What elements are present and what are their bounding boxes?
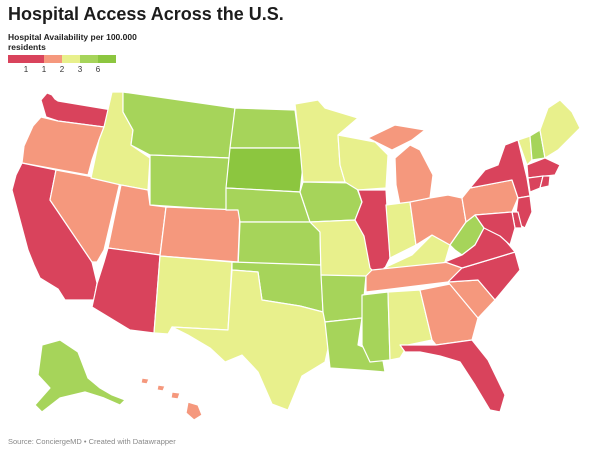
legend-swatch (26, 55, 44, 63)
state-ia[interactable] (299, 181, 363, 223)
state-nm[interactable] (153, 255, 233, 335)
state-hi-big[interactable] (185, 401, 203, 421)
legend-swatch (44, 55, 62, 63)
legend-ticks: 1 1 2 3 6 (8, 63, 118, 75)
legend-tick: 6 (95, 65, 101, 74)
state-hi-kauai[interactable] (140, 377, 150, 385)
state-hi-maui[interactable] (170, 391, 181, 400)
legend-swatch (8, 55, 26, 63)
state-co[interactable] (159, 206, 241, 263)
state-or[interactable] (21, 116, 105, 176)
state-tx[interactable] (171, 269, 331, 411)
state-mi[interactable] (394, 144, 434, 206)
legend-tick: 1 (23, 65, 29, 74)
state-wi[interactable] (337, 134, 389, 191)
legend-tick: 2 (59, 65, 65, 74)
legend-color-bar (8, 55, 138, 63)
legend-title: Hospital Availability per 100.000 reside… (8, 32, 137, 52)
state-ms[interactable] (361, 291, 391, 363)
state-ma[interactable] (526, 157, 561, 179)
legend-tick: 1 (41, 65, 47, 74)
state-hi-oahu[interactable] (156, 384, 166, 392)
state-nd[interactable] (229, 107, 301, 149)
state-wy[interactable] (149, 154, 231, 211)
state-me[interactable] (539, 99, 581, 159)
map-title: Hospital Access Across the U.S. (8, 4, 284, 24)
state-mt[interactable] (122, 91, 236, 159)
legend-tick: 3 (77, 65, 83, 74)
legend-swatch (62, 55, 80, 63)
legend-swatch (98, 55, 116, 63)
state-ar[interactable] (320, 274, 367, 323)
state-md[interactable] (474, 211, 516, 246)
source-credit: Source: ConciergeMD • Created with Dataw… (8, 437, 176, 446)
state-ne[interactable] (225, 187, 311, 223)
state-ak[interactable] (34, 339, 126, 413)
state-ny[interactable] (469, 139, 531, 199)
state-az[interactable] (91, 247, 161, 334)
state-ri[interactable] (539, 175, 551, 189)
state-sd[interactable] (225, 147, 304, 193)
legend: Hospital Availability per 100.000 reside… (8, 32, 138, 75)
legend-swatch (80, 55, 98, 63)
state-mi-upper[interactable] (367, 124, 426, 151)
state-fl[interactable] (399, 339, 506, 413)
